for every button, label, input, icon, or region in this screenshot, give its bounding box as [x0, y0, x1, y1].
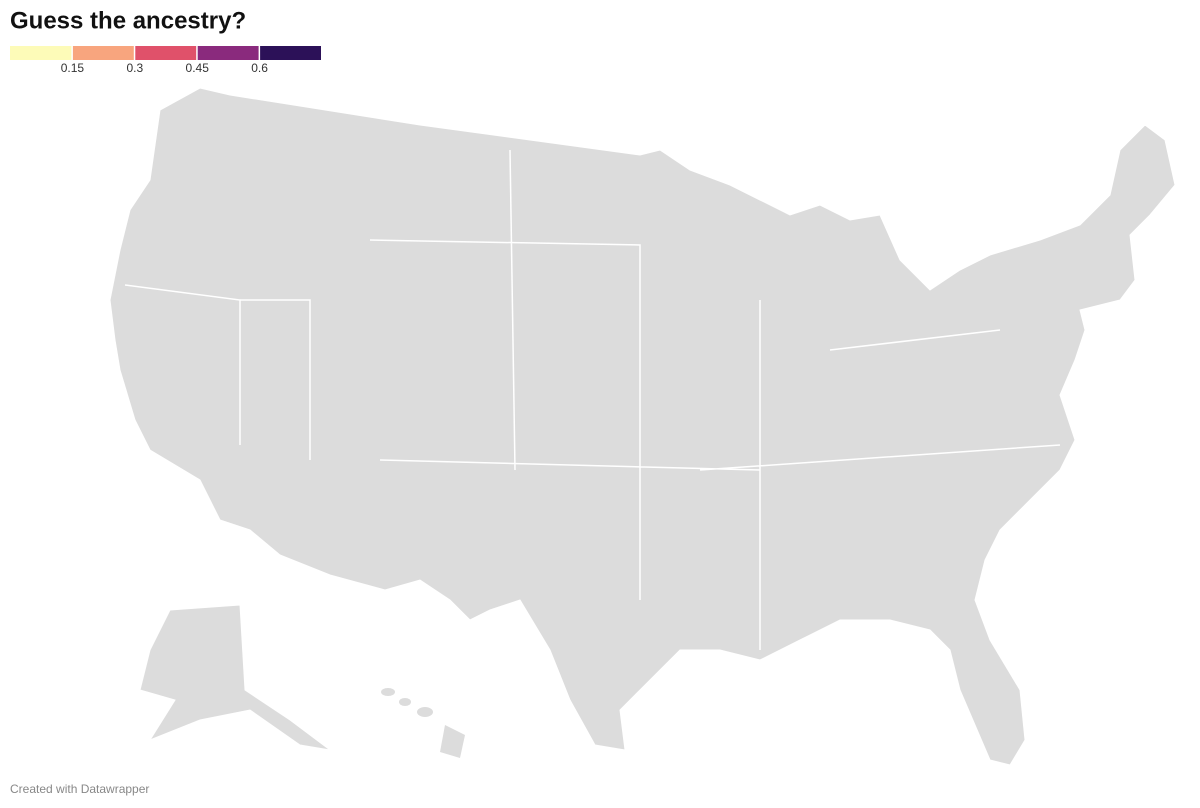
footer: Created with Datawrapper: [10, 782, 149, 796]
legend-swatch: [72, 46, 134, 60]
legend-swatch: [197, 46, 259, 60]
legend-tick-label: 0.15: [61, 61, 85, 75]
map: [109, 87, 1176, 766]
title: Guess the ancestry?: [10, 7, 246, 34]
legend: 0.15 0.3 0.45 0.6: [10, 46, 321, 75]
alaska: [139, 604, 331, 751]
legend-swatch: [259, 46, 321, 60]
state-borders: [124, 149, 1061, 650]
legend-swatch: [134, 46, 197, 60]
contiguous-us: [109, 87, 1176, 766]
legend-tick-label: 0.3: [126, 61, 143, 75]
legend-tick-label: 0.6: [251, 61, 268, 75]
hawaii: [381, 688, 465, 758]
legend-tick-label: 0.45: [186, 61, 210, 75]
legend-swatch: [10, 46, 72, 60]
